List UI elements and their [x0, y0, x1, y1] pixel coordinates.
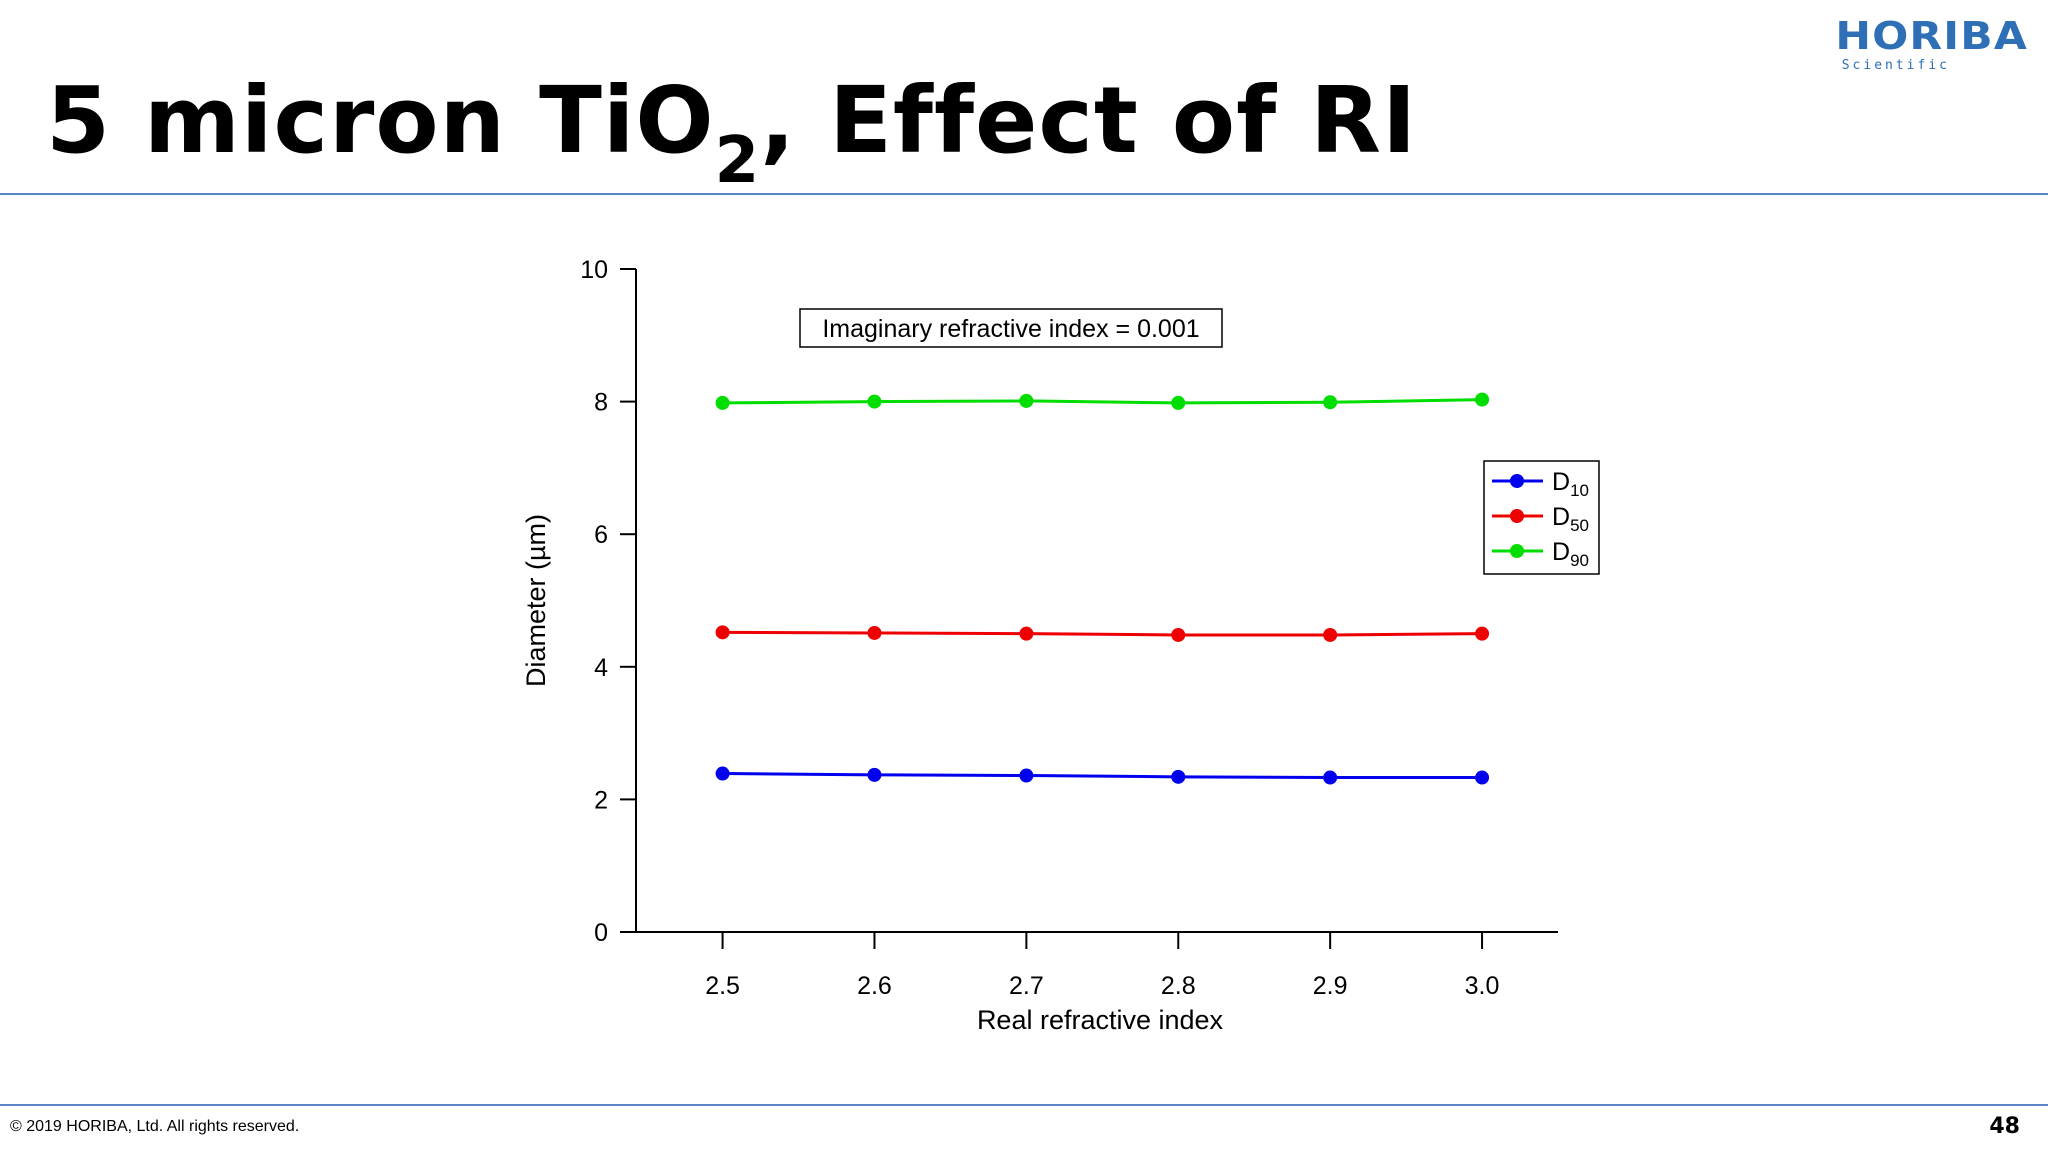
chart-axes: 0 2 4 6 8 10 2.5 2.6 2.7 2.8 2.9 3.0 Real refractive… — [521, 256, 1558, 1035]
annotation-box: Imaginary refractive index = 0.001 — [799, 308, 1223, 348]
copyright-text: © 2019 HORIBA, Ltd. All rights reserved. — [10, 1118, 300, 1135]
legend-item: D10 — [1492, 468, 1589, 500]
data-point — [715, 395, 730, 410]
data-point — [1475, 770, 1490, 785]
y-tick-label: 8 — [594, 389, 608, 417]
data-point — [1323, 395, 1338, 410]
y-tick-label: 4 — [594, 654, 608, 682]
logo-subtitle: Scientific — [1841, 58, 1950, 73]
data-point — [715, 766, 730, 781]
footer-divider — [0, 1104, 2048, 1106]
legend-label: D10 — [1552, 468, 1589, 500]
data-point — [867, 394, 882, 409]
title-subscript: 2 — [714, 124, 761, 198]
data-point — [1019, 626, 1034, 641]
data-point — [715, 625, 730, 640]
title-rest: , Effect of RI — [760, 67, 1418, 174]
data-point — [1475, 626, 1490, 641]
data-point — [1323, 627, 1338, 642]
data-point — [1323, 770, 1338, 785]
line-chart: 0 2 4 6 8 10 2.5 2.6 2.7 2.8 2.9 3.0 Real refractive… — [521, 256, 1600, 1035]
series-line — [722, 630, 1483, 637]
series-line — [722, 398, 1483, 405]
legend-swatch-marker — [1510, 474, 1524, 488]
series-D50 — [715, 625, 1490, 642]
x-tick-label: 2.8 — [1161, 972, 1196, 1000]
y-tick-label: 6 — [594, 521, 608, 549]
x-tick-label: 2.5 — [705, 972, 740, 1000]
horiba-logo: HORIBA Scientific — [1828, 14, 2028, 74]
legend-swatch-marker — [1510, 509, 1524, 523]
legend-label-subscript: 10 — [1570, 481, 1589, 500]
series-D90 — [715, 392, 1490, 410]
data-point — [867, 767, 882, 782]
data-point — [1475, 392, 1490, 407]
data-point — [1171, 769, 1186, 784]
annotation-frame — [799, 308, 1223, 348]
y-axis-label: Diameter (µm) — [521, 514, 551, 687]
x-tick-label: 3.0 — [1465, 972, 1500, 1000]
legend-swatch-marker — [1510, 544, 1524, 558]
header-divider — [0, 193, 2048, 195]
x-tick-label: 2.9 — [1313, 972, 1348, 1000]
logo-wordmark: HORIBA — [1835, 14, 2028, 58]
data-point — [1019, 393, 1034, 408]
page-number: 48 — [1989, 1114, 2020, 1139]
page-title: 5 micron TiO2, Effect of RI — [46, 66, 1418, 198]
data-point — [867, 625, 882, 640]
title-main: 5 micron TiO — [46, 67, 715, 174]
legend-label-subscript: 90 — [1570, 551, 1589, 570]
y-tick-label: 0 — [594, 919, 608, 947]
series-line — [722, 772, 1483, 780]
annotation-text: Imaginary refractive index = 0.001 — [822, 315, 1199, 343]
data-point — [1171, 627, 1186, 642]
chart-series — [715, 392, 1490, 785]
x-axis-label: Real refractive index — [977, 1005, 1224, 1035]
data-point — [1019, 768, 1034, 783]
series-D10 — [715, 766, 1490, 785]
x-tick-label: 2.6 — [857, 972, 892, 1000]
x-tick-label: 2.7 — [1009, 972, 1044, 1000]
data-point — [1171, 395, 1186, 410]
y-tick-label: 10 — [580, 256, 608, 284]
y-tick-label: 2 — [594, 786, 608, 814]
legend-label-subscript: 50 — [1570, 516, 1589, 535]
